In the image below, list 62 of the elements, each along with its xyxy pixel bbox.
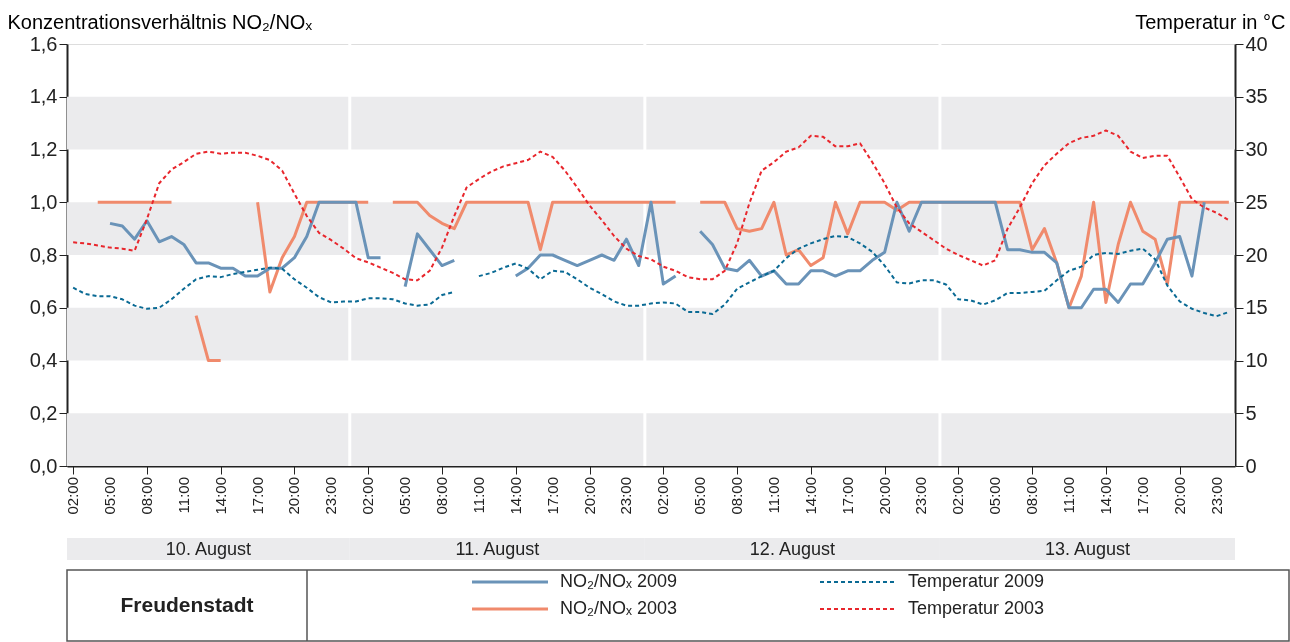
x-tick-label: 11:00 bbox=[764, 477, 782, 514]
x-tick-label: 05:00 bbox=[396, 477, 414, 515]
x-tick-label: 14:00 bbox=[1096, 477, 1114, 515]
x-tick-label: 05:00 bbox=[101, 477, 119, 515]
text: Freudenstadt bbox=[120, 593, 254, 616]
x-tick-label: 05:00 bbox=[986, 477, 1004, 515]
x-tick-label: 23:00 bbox=[617, 477, 635, 515]
x-tick-label: 05:00 bbox=[691, 477, 709, 515]
x-tick-label: 20:00 bbox=[285, 477, 303, 515]
y-tick-label: 0,0 bbox=[29, 454, 58, 477]
x-tick-label: 02:00 bbox=[949, 477, 967, 515]
x-tick-label: 11:00 bbox=[174, 477, 192, 514]
legend-label: Temperatur 2009 bbox=[908, 571, 1045, 591]
y-tick-label: 1,2 bbox=[29, 138, 58, 160]
x-tick-label: 20:00 bbox=[580, 477, 598, 515]
x-tick-label: 14:00 bbox=[801, 477, 819, 515]
y2-tick-label: 20 bbox=[1245, 243, 1268, 266]
y-tick-label: 1,4 bbox=[29, 85, 58, 108]
y-tick-label: 0,8 bbox=[29, 243, 58, 266]
y-tick-label: 1,6 bbox=[29, 32, 58, 55]
x-tick-label: 17:00 bbox=[1133, 477, 1151, 515]
x-tick-label: 23:00 bbox=[322, 477, 340, 515]
x-tick-label: 20:00 bbox=[1170, 477, 1188, 515]
line-series bbox=[72, 129, 1230, 282]
text: 10. August bbox=[165, 539, 251, 559]
y2-tick-label: 30 bbox=[1245, 138, 1268, 160]
x-tick-label: 02:00 bbox=[654, 477, 672, 515]
text: 13. August bbox=[1044, 539, 1130, 559]
x-tick-label: 20:00 bbox=[875, 477, 893, 515]
x-tick-label: 08:00 bbox=[432, 477, 450, 515]
x-tick-label: 14:00 bbox=[506, 477, 524, 515]
y-tick-label: 0,4 bbox=[29, 349, 58, 371]
text: 11. August bbox=[455, 539, 540, 559]
x-tick-label: 23:00 bbox=[912, 477, 930, 515]
y2-axis-title: Temperatur in °C bbox=[1135, 10, 1286, 33]
x-tick-label: 02:00 bbox=[359, 477, 377, 515]
y2-tick-label: 25 bbox=[1245, 190, 1268, 213]
x-tick-label: 11:00 bbox=[1060, 477, 1078, 514]
y2-tick-label: 0 bbox=[1245, 454, 1257, 477]
y-tick-label: 0,6 bbox=[29, 296, 58, 319]
x-tick-label: 08:00 bbox=[1023, 477, 1041, 515]
x-tick-label: 17:00 bbox=[838, 477, 856, 515]
legend-label: Temperatur 2003 bbox=[908, 598, 1045, 618]
x-tick-label: 17:00 bbox=[543, 477, 561, 515]
y2-tick-label: 5 bbox=[1245, 401, 1257, 424]
x-tick-label: 17:00 bbox=[248, 477, 266, 515]
x-tick-label: 11:00 bbox=[469, 477, 487, 514]
y-tick-label: 1,0 bbox=[29, 190, 58, 213]
x-tick-label: 08:00 bbox=[728, 477, 746, 515]
x-tick-label: 08:00 bbox=[137, 477, 155, 515]
x-tick-label: 14:00 bbox=[211, 477, 229, 515]
legend-label: NO₂/NOₓ 2009 bbox=[560, 571, 677, 591]
y-axis-title: Konzentrationsverhältnis NO₂/NOₓ bbox=[7, 10, 313, 33]
y2-tick-label: 15 bbox=[1245, 296, 1268, 319]
y-tick-label: 0,2 bbox=[29, 401, 58, 424]
y2-tick-label: 10 bbox=[1245, 349, 1268, 371]
y2-tick-label: 40 bbox=[1245, 32, 1268, 55]
y2-tick-label: 35 bbox=[1245, 85, 1268, 108]
x-tick-label: 23:00 bbox=[1207, 477, 1225, 515]
legend-label: NO₂/NOₓ 2003 bbox=[560, 598, 677, 618]
text: 12. August bbox=[749, 539, 835, 559]
x-tick-label: 02:00 bbox=[64, 477, 82, 515]
